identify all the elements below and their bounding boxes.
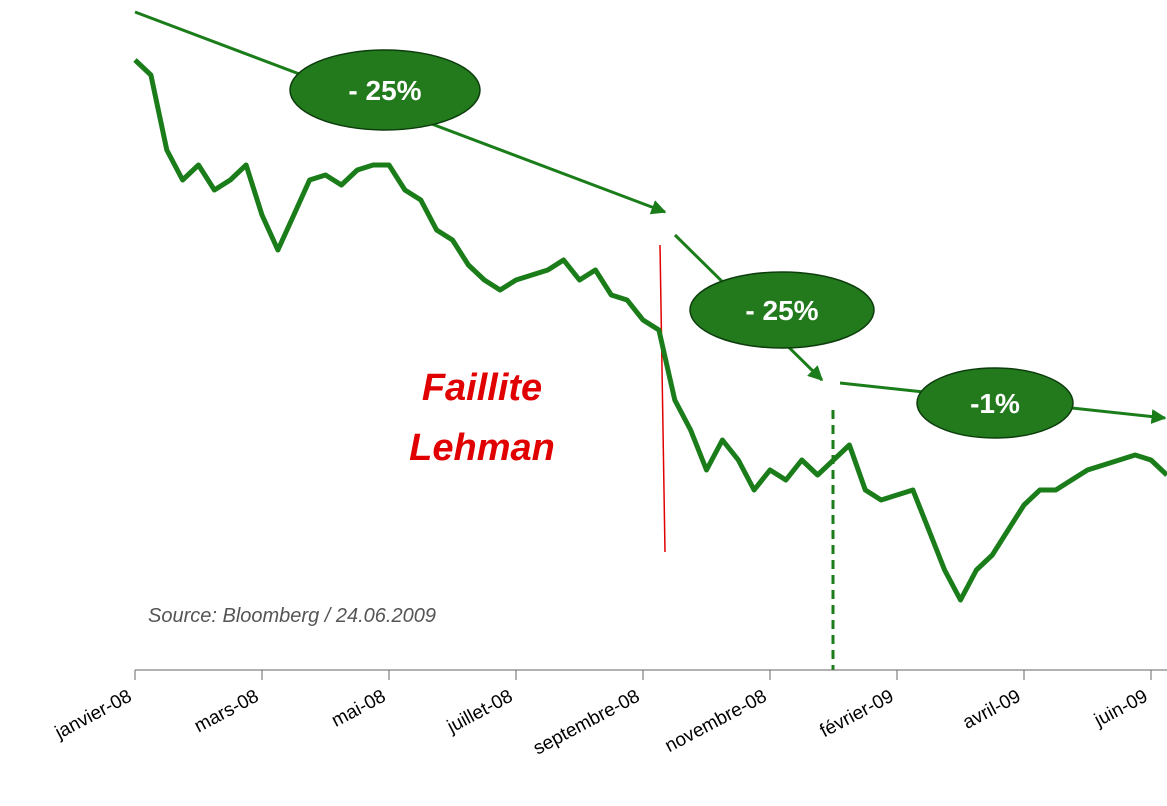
annotation-bubble <box>289 49 481 131</box>
annotation: - 25% <box>745 295 818 326</box>
annotation: - 25% <box>348 75 421 106</box>
annotation-bubble <box>689 271 875 349</box>
annotation: -1% <box>970 388 1020 419</box>
x-tick-label: avril-09 <box>959 686 1024 734</box>
x-tick-label: juin-09 <box>1090 686 1151 732</box>
x-tick-label: novembre-08 <box>662 686 771 757</box>
x-tick-label: septembre-08 <box>530 686 643 760</box>
event-label: Lehman <box>409 427 555 469</box>
x-tick-label: juillet-08 <box>443 686 516 738</box>
x-tick-label: mars-08 <box>191 686 262 737</box>
event-line <box>659 244 666 553</box>
x-tick-label: février-09 <box>817 686 898 742</box>
x-tick-label: janvier-08 <box>51 686 135 744</box>
event-label: Faillite <box>422 367 542 409</box>
data-line <box>133 58 1167 603</box>
plot <box>133 58 1167 603</box>
source-note: Source: Bloomberg / 24.06.2009 <box>148 605 436 627</box>
x-tick-label: mai-08 <box>328 686 389 732</box>
annotation-bubble <box>916 367 1074 439</box>
